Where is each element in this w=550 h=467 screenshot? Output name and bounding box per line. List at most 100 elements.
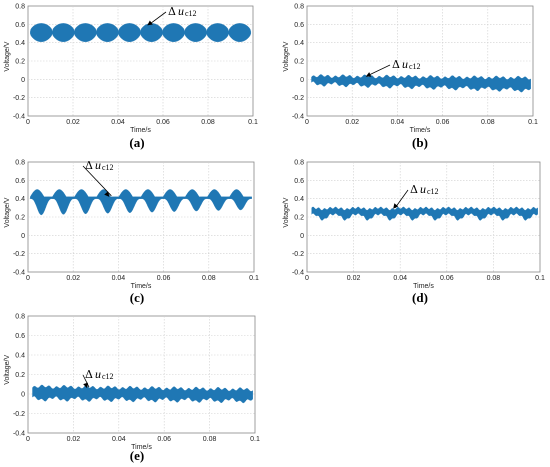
x-tick-label: 0.04 <box>391 119 405 126</box>
y-tick-label: -0.4 <box>292 114 304 121</box>
annotation-delta: Δ <box>85 368 93 381</box>
y-tick-label: 0.2 <box>15 372 25 379</box>
x-tick-label: 0.08 <box>202 275 216 282</box>
annotation-symbol: u <box>178 4 184 18</box>
annotation-arrow-head <box>365 72 372 77</box>
plot-area <box>27 161 255 273</box>
y-tick-label: 0 <box>21 233 25 240</box>
x-tick-label: 0 <box>26 436 30 443</box>
annotation-arrow-line <box>82 165 112 197</box>
annotation-delta: Δ <box>392 58 400 71</box>
x-tick-label: 0.06 <box>157 275 171 282</box>
y-tick-label: -0.4 <box>13 114 25 121</box>
x-tick-label: 0 <box>26 275 30 282</box>
x-tick-label: 0 <box>305 275 309 282</box>
chart-panel-5: 0 0.02 0.04 0.06 0.08 0.1 -0.4 -0.2 0 0.2 0.4 0.6 0.… <box>4 314 260 464</box>
annotation-delta: Δ <box>168 5 176 18</box>
y-tick-label: -0.4 <box>13 431 25 438</box>
x-tick-label: 0.04 <box>393 275 407 282</box>
y-axis-label: Voltage/V <box>4 197 11 227</box>
x-tick-label: 0.06 <box>440 275 454 282</box>
y-tick-label: 0.2 <box>294 215 304 222</box>
y-tick-label: 0.4 <box>15 40 25 47</box>
y-tick-label: 0.8 <box>294 4 304 11</box>
panel-label: (d) <box>412 290 428 305</box>
x-axis-label: Time/s <box>131 283 152 290</box>
y-tick-label: 0.2 <box>294 59 304 66</box>
chart-panel-4: 0 0.02 0.04 0.06 0.08 0.1 -0.4 -0.2 0 0.2 0.4 0.6 0.… <box>283 160 545 306</box>
x-tick-label: 0.1 <box>250 436 260 443</box>
y-tick-label: 0.6 <box>294 22 304 29</box>
annotation-arrow-line <box>394 189 409 208</box>
x-tick-label: 0.06 <box>157 436 171 443</box>
x-tick-label: 0 <box>305 119 309 126</box>
chart-panel-3: 0 0.02 0.04 0.06 0.08 0.1 -0.4 -0.2 0 0.2 0.4 0.6 0.… <box>4 158 259 305</box>
chart-panel-2: 0 0.02 0.04 0.06 0.08 0.1 -0.4 -0.2 0 0.2 0.4 0.6 0.… <box>283 4 538 151</box>
y-tick-label: -0.4 <box>292 270 304 277</box>
panel-label: (e) <box>130 448 144 463</box>
x-axis-label: Time/s <box>410 127 431 134</box>
y-tick-label: -0.2 <box>13 251 25 258</box>
annotation-arrow-line <box>367 64 391 76</box>
series-waveform <box>311 74 531 93</box>
y-tick-label: 0.2 <box>15 215 25 222</box>
annotation-arrow-head <box>83 382 88 389</box>
y-tick-label: -0.2 <box>13 411 25 418</box>
x-tick-label: 0 <box>26 119 30 126</box>
x-tick-label: 0.08 <box>481 119 495 126</box>
y-tick-label: 0.8 <box>15 4 25 11</box>
y-axis-label: Voltage/V <box>283 197 290 227</box>
y-tick-label: -0.2 <box>292 251 304 258</box>
y-tick-label: 0.6 <box>15 333 25 340</box>
y-tick-label: 0.8 <box>294 160 304 167</box>
x-tick-label: 0.02 <box>66 275 80 282</box>
y-tick-label: 0 <box>21 77 25 84</box>
annotation-subscript: c12 <box>185 9 197 18</box>
y-tick-label: 0 <box>300 77 304 84</box>
y-axis-label: Voltage/V <box>283 41 290 71</box>
y-tick-label: -0.2 <box>13 95 25 102</box>
annotation-subscript: c12 <box>102 372 114 381</box>
x-tick-label: 0.06 <box>156 119 170 126</box>
x-tick-label: 0.1 <box>535 275 545 282</box>
y-tick-label: 0.4 <box>15 353 25 360</box>
series-waveform <box>311 206 538 221</box>
y-tick-label: 0.8 <box>15 314 25 321</box>
y-tick-label: 0.4 <box>15 196 25 203</box>
x-tick-label: 0.08 <box>203 436 217 443</box>
y-tick-label: 0.8 <box>15 160 25 167</box>
annotation-arrow-head <box>147 20 153 26</box>
annotation-symbol: u <box>95 367 101 381</box>
y-tick-label: 0.4 <box>294 40 304 47</box>
y-tick-label: -0.4 <box>13 270 25 277</box>
y-tick-label: -0.2 <box>292 95 304 102</box>
annotation-symbol: u <box>95 158 101 172</box>
x-tick-label: 0.04 <box>112 436 126 443</box>
series-waveform <box>32 384 253 404</box>
x-tick-label: 0.1 <box>528 119 538 126</box>
x-axis-label: Time/s <box>131 444 152 451</box>
annotation-delta: Δ <box>85 159 93 172</box>
annotation-subscript: c12 <box>102 163 114 172</box>
x-tick-label: 0.02 <box>345 119 359 126</box>
annotation-symbol: u <box>420 182 426 196</box>
annotation-arrow-line <box>149 11 167 25</box>
annotation-arrow-line <box>82 374 90 388</box>
x-tick-label: 0.06 <box>436 119 450 126</box>
x-tick-label: 0.08 <box>487 275 501 282</box>
x-tick-label: 0.08 <box>201 119 215 126</box>
y-axis-label: Voltage/V <box>4 355 11 385</box>
x-tick-label: 0.02 <box>66 119 80 126</box>
y-axis-label: Voltage/V <box>4 41 11 71</box>
annotation-subscript: c12 <box>409 62 421 71</box>
y-tick-label: 0.6 <box>15 178 25 185</box>
annotation-arrow-head <box>104 191 110 197</box>
series-waveform <box>30 189 252 216</box>
x-tick-label: 0.1 <box>249 275 259 282</box>
annotation-arrow-head <box>393 203 399 209</box>
annotation-delta: Δ <box>410 183 418 196</box>
panel-label: (a) <box>129 135 144 150</box>
panel-label: (b) <box>412 135 428 150</box>
x-tick-label: 0.02 <box>67 436 81 443</box>
